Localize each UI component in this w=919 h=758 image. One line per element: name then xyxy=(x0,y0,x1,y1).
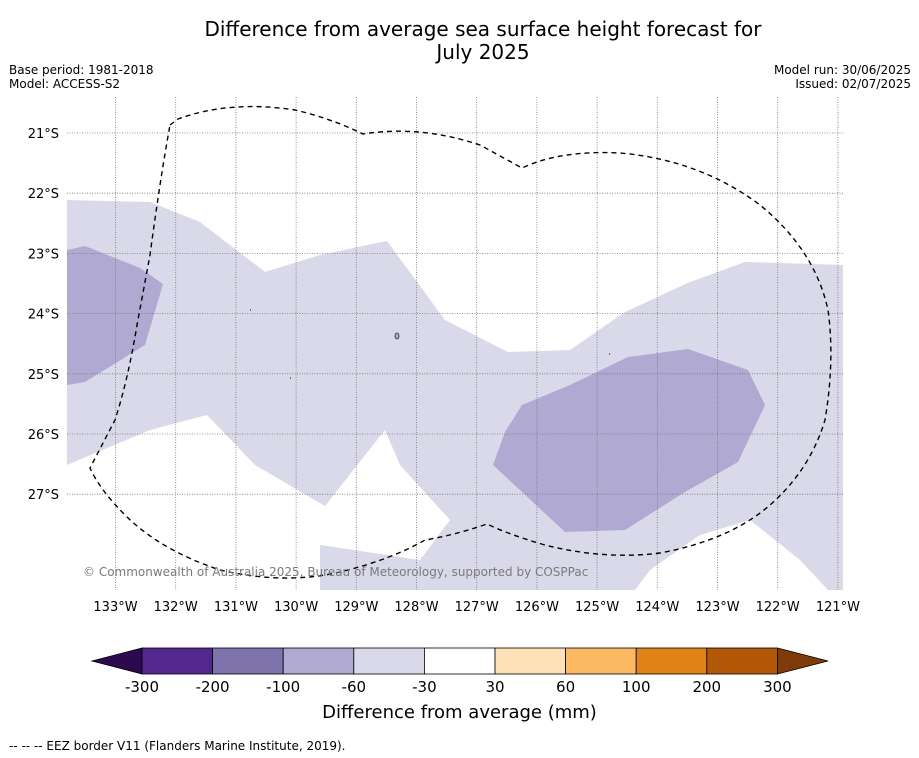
lat-label: 25°S xyxy=(28,368,59,383)
meta-right: Model run: 30/06/2025 Issued: 02/07/2025 xyxy=(774,63,911,91)
lon-label: 130°W xyxy=(274,600,318,615)
colorbar: -300 -200 -100 -60 -30 30 60 100 200 300 xyxy=(90,647,829,696)
map-title: Difference from average sea surface heig… xyxy=(204,17,762,64)
model-run: Model run: 30/06/2025 xyxy=(773,63,911,77)
model-name: Model: ACCESS-S2 xyxy=(9,77,121,91)
colorbar-swatch xyxy=(635,647,708,675)
small-features xyxy=(250,309,610,379)
lat-label: 23°S xyxy=(28,247,59,262)
colorbar-tick-labels: -300 -200 -100 -60 -30 30 60 100 200 300 xyxy=(125,678,792,696)
lat-label: 22°S xyxy=(28,187,59,202)
colorbar-swatch xyxy=(353,647,425,675)
lat-label: 26°S xyxy=(28,428,59,443)
lat-label: 27°S xyxy=(28,488,59,503)
region-mid-purple-west xyxy=(67,246,163,385)
colorbar-tick: 30 xyxy=(485,678,504,696)
map: 21°S22°S23°S24°S25°S26°S27°S 133°W 132°W 1… xyxy=(28,97,860,615)
lon-label: 121°W xyxy=(816,600,860,615)
colorbar-boxes xyxy=(90,647,829,675)
lon-label: 126°W xyxy=(515,600,559,615)
lon-label: 129°W xyxy=(334,600,378,615)
lon-label: 127°W xyxy=(455,600,499,615)
graticule xyxy=(67,97,843,590)
lon-label: 125°W xyxy=(575,600,619,615)
base-period: Base period: 1981-2018 xyxy=(9,63,154,77)
latitude-labels: 21°S 22°S 23°S 24°S 25°S 26°S 27°S xyxy=(28,127,59,503)
colorbar-swatch xyxy=(706,647,778,675)
eez-border xyxy=(89,105,832,579)
region-mid-purple-east xyxy=(493,349,765,532)
colorbar-swatch xyxy=(494,647,566,675)
lon-label: 132°W xyxy=(154,600,198,615)
anomaly-fills xyxy=(67,200,843,590)
lon-label: 122°W xyxy=(756,600,800,615)
colorbar-extend-high xyxy=(777,647,829,675)
speck xyxy=(394,332,400,340)
copyright-credit: © Commonwealth of Australia 2025, Bureau… xyxy=(83,565,589,579)
colorbar-label: Difference from average (mm) xyxy=(322,702,597,723)
colorbar-extend-low xyxy=(90,647,143,675)
colorbar-tick: 60 xyxy=(556,678,575,696)
colorbar-tick: -60 xyxy=(342,678,367,696)
colorbar-swatch xyxy=(212,647,284,675)
colorbar-tick: -300 xyxy=(125,678,159,696)
lon-label: 123°W xyxy=(695,600,739,615)
colorbar-swatch xyxy=(423,647,496,675)
eez-legend-note: -- -- -- EEZ border V11 (Flanders Marine… xyxy=(9,739,346,753)
issued-date: Issued: 02/07/2025 xyxy=(795,77,911,91)
lon-label: 133°W xyxy=(93,600,137,615)
lon-label: 128°W xyxy=(394,600,438,615)
lon-label: 124°W xyxy=(635,600,679,615)
colorbar-tick: 100 xyxy=(622,678,651,696)
lat-label: 24°S xyxy=(28,308,59,323)
colorbar-tick: 200 xyxy=(692,678,721,696)
colorbar-swatch xyxy=(282,647,355,675)
meta-left: Base period: 1981-2018 Model: ACCESS-S2 xyxy=(9,63,154,91)
colorbar-tick: -30 xyxy=(412,678,437,696)
colorbar-tick: -200 xyxy=(196,678,230,696)
colorbar-tick: 300 xyxy=(763,678,792,696)
lon-label: 131°W xyxy=(214,600,258,615)
colorbar-tick: -100 xyxy=(266,678,300,696)
lat-label: 21°S xyxy=(28,127,59,142)
colorbar-swatch xyxy=(565,647,637,675)
colorbar-swatch xyxy=(141,647,213,675)
longitude-labels: 133°W 132°W 131°W 130°W 129°W 128°W 127°W 126°W… xyxy=(93,600,860,615)
